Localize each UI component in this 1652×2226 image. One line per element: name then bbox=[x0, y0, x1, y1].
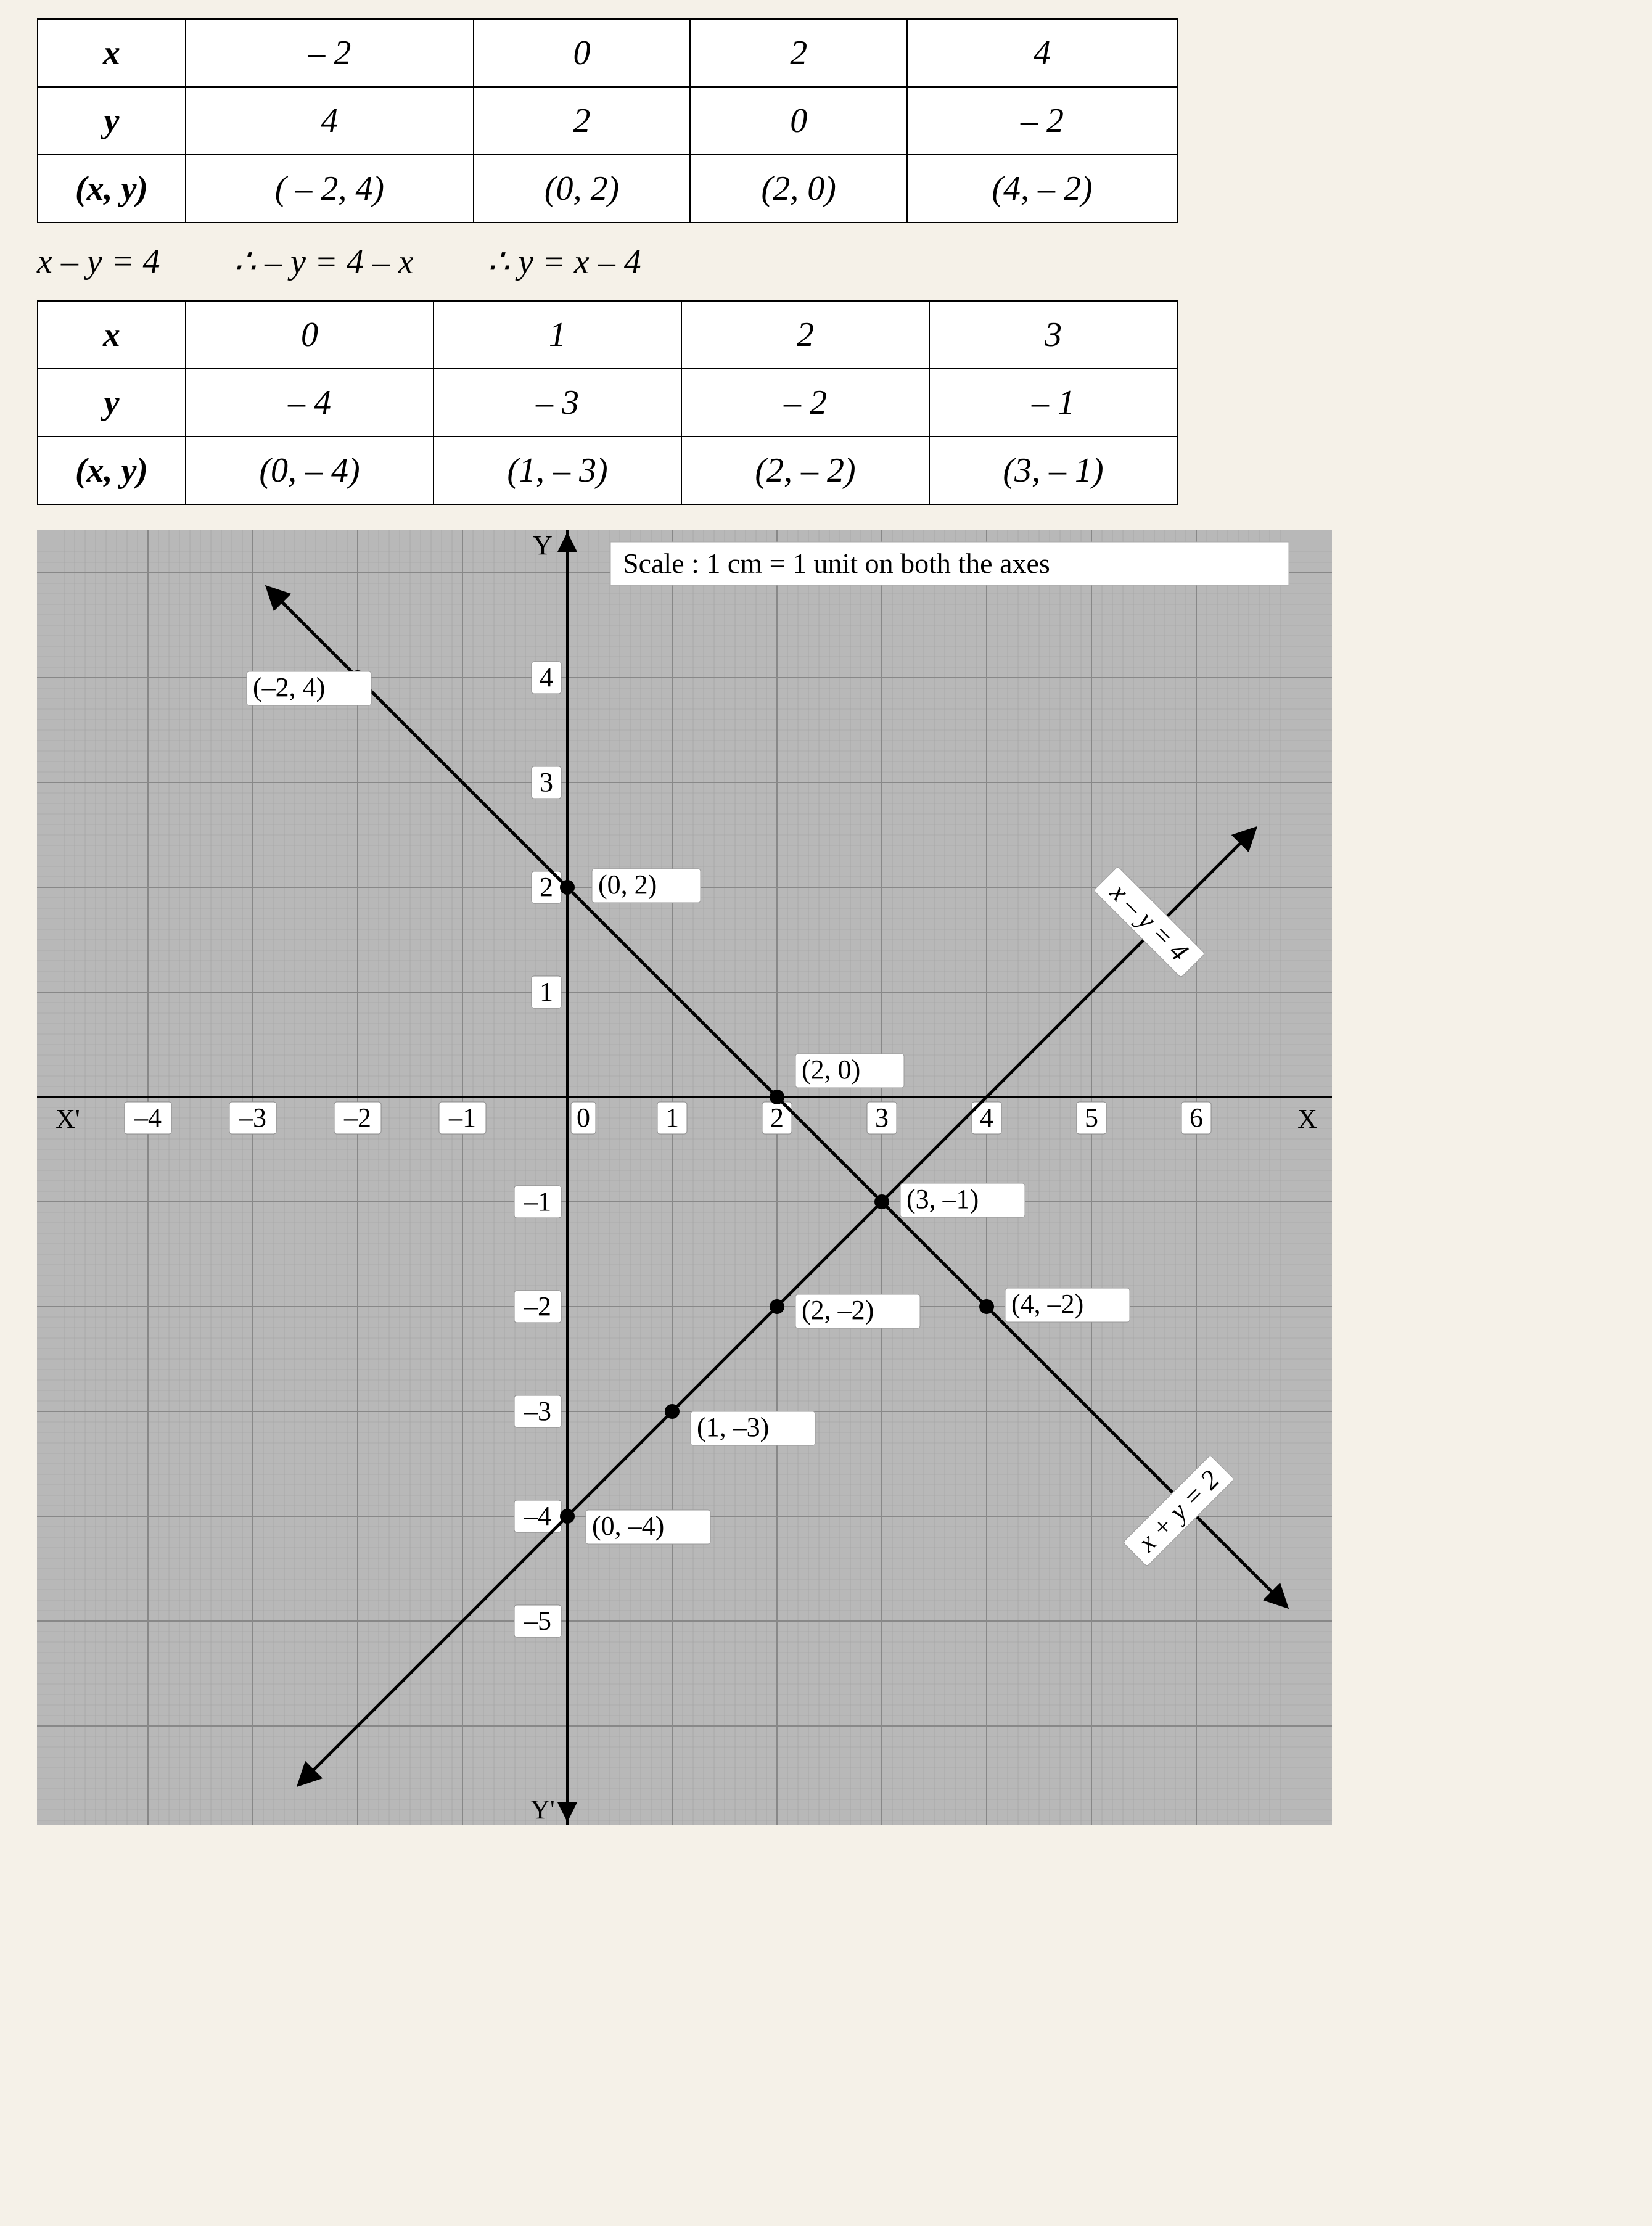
t2-y0: – 4 bbox=[186, 369, 434, 437]
t2-y1: – 3 bbox=[434, 369, 681, 437]
t2-header-y: y bbox=[38, 369, 186, 437]
t1-header-x: x bbox=[38, 19, 186, 87]
t1-x1: 0 bbox=[474, 19, 691, 87]
equation-1: x – y = 4 bbox=[37, 242, 160, 282]
svg-text:–1: –1 bbox=[448, 1103, 476, 1133]
t1-p0: ( – 2, 4) bbox=[186, 155, 474, 223]
t1-header-xy: (x, y) bbox=[38, 155, 186, 223]
t2-x1: 1 bbox=[434, 301, 681, 369]
svg-text:(–2, 4): (–2, 4) bbox=[253, 672, 325, 702]
svg-text:–2: –2 bbox=[524, 1291, 551, 1321]
t1-x2: 2 bbox=[690, 19, 907, 87]
t2-p2: (2, – 2) bbox=[681, 437, 929, 504]
svg-text:0: 0 bbox=[577, 1103, 590, 1133]
svg-text:1: 1 bbox=[540, 977, 553, 1007]
t2-y3: – 1 bbox=[929, 369, 1177, 437]
svg-text:–3: –3 bbox=[239, 1103, 266, 1133]
svg-text:–5: –5 bbox=[524, 1606, 551, 1636]
t1-x3: 4 bbox=[907, 19, 1177, 87]
t1-y1: 2 bbox=[474, 87, 691, 155]
graph-paper: –4 –3 –2 –1 0 1 2 3 4 5 6 –5 –4 –3 –2 –1 1 2 3 4 Y Y' X' X Scale… bbox=[37, 530, 1332, 1825]
svg-text:6: 6 bbox=[1190, 1103, 1203, 1133]
svg-text:Y': Y' bbox=[530, 1794, 555, 1825]
svg-text:5: 5 bbox=[1085, 1103, 1098, 1133]
svg-text:2: 2 bbox=[540, 872, 553, 902]
svg-text:–3: –3 bbox=[524, 1396, 551, 1426]
svg-text:(0, 2): (0, 2) bbox=[598, 869, 657, 900]
t1-y3: – 2 bbox=[907, 87, 1177, 155]
svg-text:2: 2 bbox=[770, 1103, 784, 1133]
t2-p0: (0, – 4) bbox=[186, 437, 434, 504]
coordinates-table-2: x 0 1 2 3 y – 4 – 3 – 2 – 1 (x, y) (0, –… bbox=[37, 300, 1178, 505]
t1-y0: 4 bbox=[186, 87, 474, 155]
svg-text:–4: –4 bbox=[134, 1103, 162, 1133]
svg-text:(4, –2): (4, –2) bbox=[1011, 1289, 1083, 1319]
coordinate-graph: –4 –3 –2 –1 0 1 2 3 4 5 6 –5 –4 –3 –2 –1 1 2 3 4 Y Y' X' X Scale… bbox=[37, 530, 1332, 1825]
svg-text:X': X' bbox=[55, 1104, 80, 1134]
svg-text:(2, 0): (2, 0) bbox=[802, 1054, 860, 1085]
t1-p3: (4, – 2) bbox=[907, 155, 1177, 223]
svg-text:–1: –1 bbox=[524, 1186, 551, 1217]
svg-text:(1, –3): (1, –3) bbox=[697, 1412, 769, 1442]
svg-text:4: 4 bbox=[540, 662, 553, 692]
t2-p1: (1, – 3) bbox=[434, 437, 681, 504]
svg-text:Scale : 1 cm = 1 unit on both: Scale : 1 cm = 1 unit on both the axes bbox=[623, 548, 1050, 579]
svg-text:3: 3 bbox=[875, 1103, 889, 1133]
t1-header-y: y bbox=[38, 87, 186, 155]
equation-3: ∴ y = x – 4 bbox=[488, 242, 641, 282]
t2-header-xy: (x, y) bbox=[38, 437, 186, 504]
t2-x3: 3 bbox=[929, 301, 1177, 369]
t2-x2: 2 bbox=[681, 301, 929, 369]
t2-y2: – 2 bbox=[681, 369, 929, 437]
svg-text:3: 3 bbox=[540, 767, 553, 797]
equation-derivation: x – y = 4 ∴ – y = 4 – x ∴ y = x – 4 bbox=[12, 229, 1640, 294]
t1-p1: (0, 2) bbox=[474, 155, 691, 223]
svg-text:Y: Y bbox=[533, 530, 553, 561]
t2-header-x: x bbox=[38, 301, 186, 369]
svg-text:(3, –1): (3, –1) bbox=[906, 1184, 979, 1214]
svg-text:–2: –2 bbox=[343, 1103, 371, 1133]
t1-x0: – 2 bbox=[186, 19, 474, 87]
t2-x0: 0 bbox=[186, 301, 434, 369]
t1-p2: (2, 0) bbox=[690, 155, 907, 223]
t2-p3: (3, – 1) bbox=[929, 437, 1177, 504]
svg-text:(2, –2): (2, –2) bbox=[802, 1295, 874, 1325]
svg-text:(0, –4): (0, –4) bbox=[592, 1511, 664, 1541]
svg-text:X: X bbox=[1297, 1104, 1317, 1134]
equation-2: ∴ – y = 4 – x bbox=[234, 242, 414, 282]
t1-y2: 0 bbox=[690, 87, 907, 155]
svg-text:4: 4 bbox=[980, 1103, 993, 1133]
svg-text:–4: –4 bbox=[524, 1501, 551, 1531]
coordinates-table-1: x – 2 0 2 4 y 4 2 0 – 2 (x, y) ( – 2, 4)… bbox=[37, 18, 1178, 223]
svg-text:1: 1 bbox=[665, 1103, 679, 1133]
